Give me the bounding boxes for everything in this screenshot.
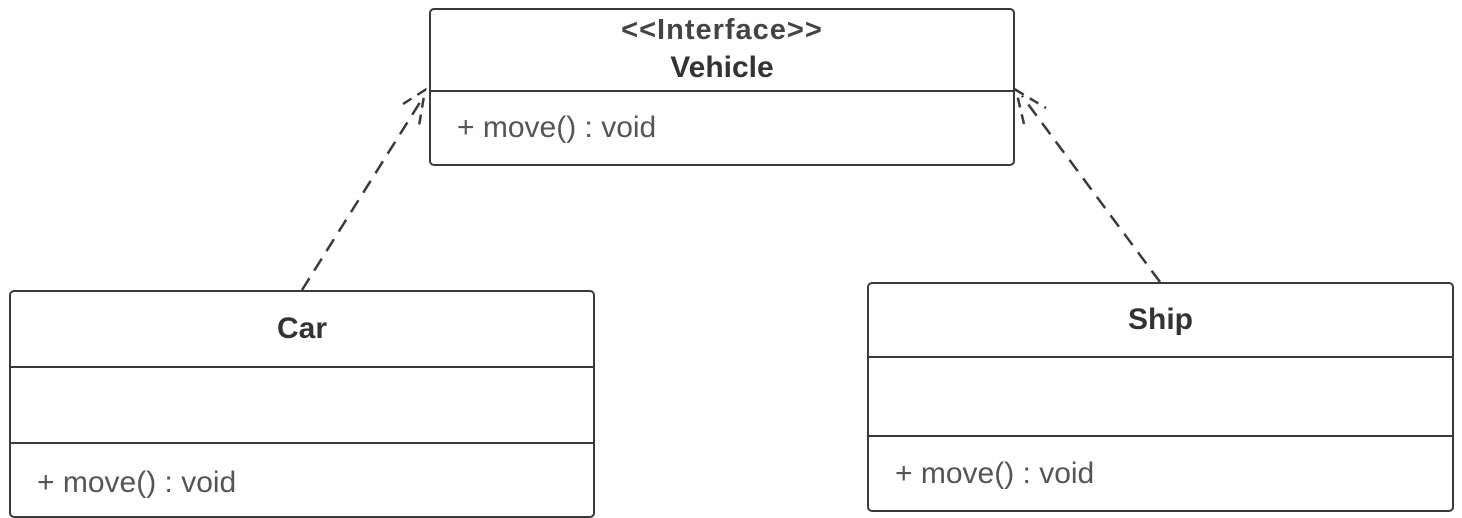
car-realization-arrowhead xyxy=(402,87,427,127)
class-ship-name: Ship xyxy=(1128,303,1193,336)
interface-stereotype: <<Interface>> xyxy=(621,14,823,46)
interface-operation: + move() : void xyxy=(431,90,1013,163)
ship-realization-line xyxy=(1020,95,1162,283)
ship-realization-arrowhead xyxy=(1014,87,1047,125)
class-car-operation: + move() : void xyxy=(11,442,593,516)
class-ship-attributes xyxy=(869,356,1452,435)
class-ship-header: Ship xyxy=(869,284,1452,356)
interface-name: Vehicle xyxy=(670,51,774,84)
class-car-name: Car xyxy=(276,312,328,345)
class-ship-box[interactable]: Ship + move() : void xyxy=(867,282,1454,512)
interface-vehicle-box[interactable]: <<Interface>> Vehicle + move() : void xyxy=(429,8,1015,166)
class-car-box[interactable]: Car + move() : void xyxy=(9,290,595,518)
class-car-attributes xyxy=(11,366,593,442)
class-car-header: Car xyxy=(11,292,593,366)
class-ship-operation: + move() : void xyxy=(869,435,1452,510)
car-realization-line xyxy=(300,95,426,291)
interface-header: <<Interface>> Vehicle xyxy=(431,10,1013,90)
